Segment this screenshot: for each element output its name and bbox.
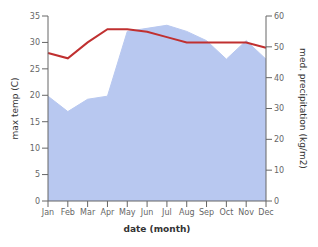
- svg-text:Feb: Feb: [61, 208, 75, 217]
- svg-text:50: 50: [274, 43, 284, 52]
- svg-text:Nov: Nov: [238, 208, 254, 217]
- svg-text:date (month): date (month): [124, 224, 191, 234]
- svg-text:Aug: Aug: [179, 208, 195, 217]
- svg-text:40: 40: [274, 74, 284, 83]
- svg-text:Jun: Jun: [140, 208, 154, 217]
- svg-text:30: 30: [274, 104, 284, 113]
- svg-text:60: 60: [274, 12, 284, 21]
- svg-text:Sep: Sep: [199, 208, 214, 217]
- svg-text:35: 35: [30, 12, 40, 21]
- svg-text:Jul: Jul: [161, 208, 172, 217]
- svg-text:Jan: Jan: [41, 208, 54, 217]
- svg-text:0: 0: [274, 197, 279, 206]
- svg-text:Apr: Apr: [101, 208, 116, 217]
- svg-text:Dec: Dec: [258, 208, 273, 217]
- svg-text:max temp (C): max temp (C): [10, 77, 20, 139]
- svg-text:30: 30: [30, 38, 40, 47]
- svg-text:10: 10: [274, 166, 284, 175]
- svg-text:Oct: Oct: [219, 208, 233, 217]
- svg-text:15: 15: [30, 118, 40, 127]
- svg-text:20: 20: [274, 135, 284, 144]
- svg-text:May: May: [119, 208, 136, 217]
- svg-text:Mar: Mar: [80, 208, 96, 217]
- svg-text:25: 25: [30, 65, 40, 74]
- svg-text:5: 5: [35, 170, 40, 179]
- svg-text:med. precipitation (kg/m2): med. precipitation (kg/m2): [298, 48, 308, 169]
- svg-text:10: 10: [30, 144, 40, 153]
- svg-text:20: 20: [30, 91, 40, 100]
- svg-text:0: 0: [35, 197, 40, 206]
